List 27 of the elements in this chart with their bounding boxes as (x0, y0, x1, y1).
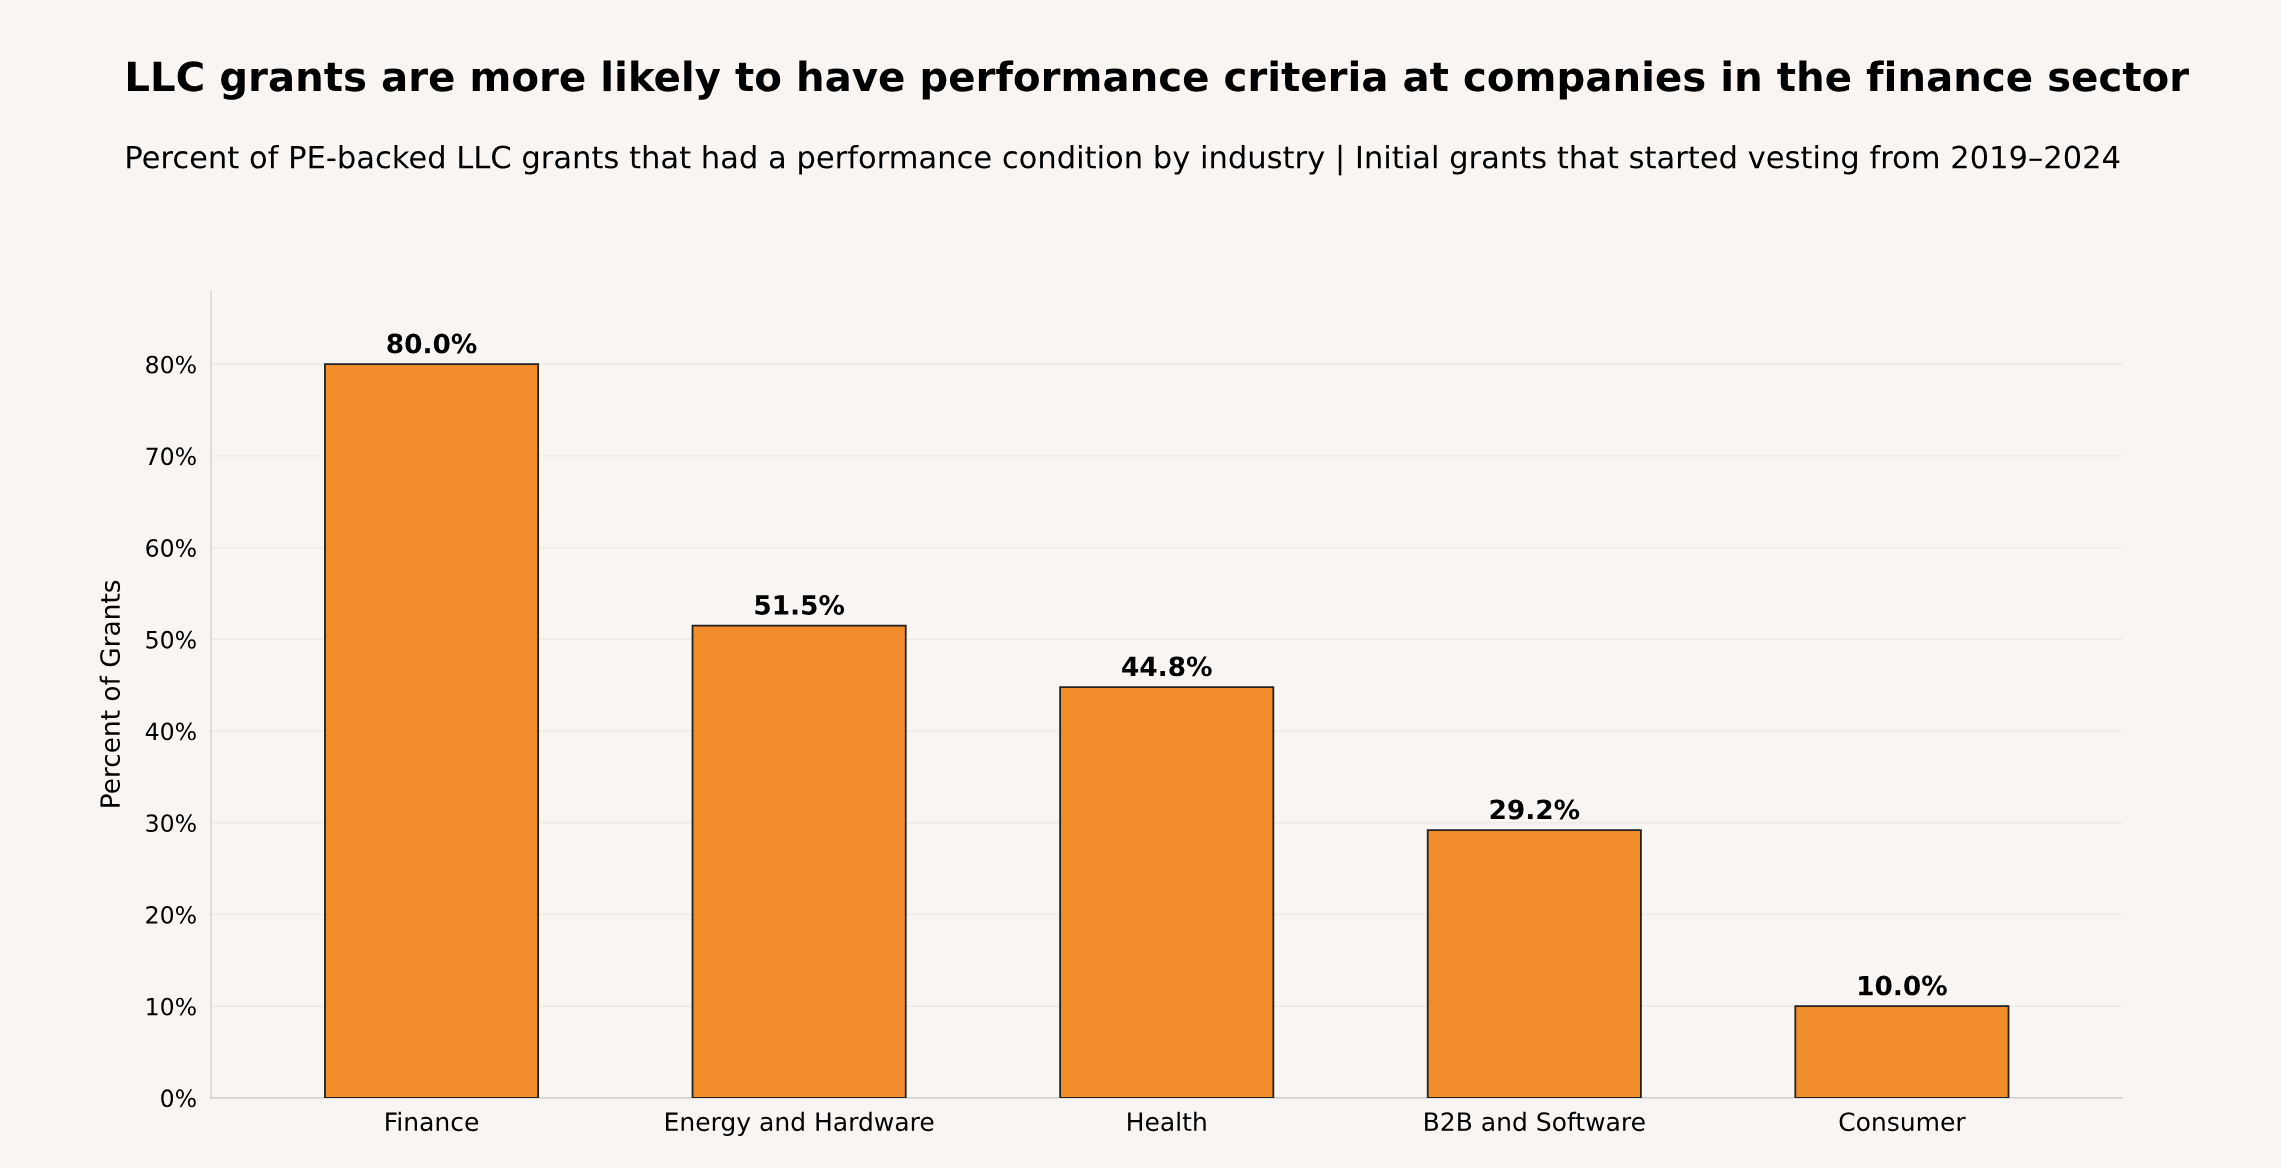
bar (1426, 829, 1642, 1098)
y-tick-label: 80% (146, 355, 196, 374)
y-tick-label: 40% (145, 722, 196, 741)
data-label: 29.2% (1490, 799, 1580, 820)
bar (1794, 1005, 2010, 1098)
x-tick-label: Energy and Hardware (666, 1111, 934, 1136)
y-axis-title: Percent of Grants (99, 580, 121, 807)
bar (691, 624, 907, 1098)
chart-title: LLC grants are more likely to have performance criteria at companies in the finance sector (128, 60, 2189, 100)
data-label: 80.0% (387, 333, 477, 354)
y-tick-label: 10% (147, 997, 196, 1016)
data-label: 10.0% (1859, 975, 1947, 996)
bar (324, 363, 540, 1098)
x-tick-label: Finance (386, 1111, 479, 1132)
chart-subtitle: Percent of PE-backed LLC grants that had a performance condition by industry | Initial grants that started vesting from 2019–2024 (127, 144, 2120, 176)
y-tick-label: 20% (146, 905, 196, 924)
y-tick-label: 60% (146, 539, 196, 557)
bar (1059, 686, 1275, 1098)
y-tick-label: 70% (146, 447, 196, 466)
x-tick-label: Health (1128, 1111, 1206, 1132)
y-tick-label: 0% (161, 1089, 196, 1108)
data-label: 51.5% (755, 594, 845, 615)
y-tick-label: 50% (146, 630, 196, 649)
y-tick-label: 30% (146, 814, 196, 833)
data-label: 44.8% (1122, 656, 1212, 677)
x-tick-label: B2B and Software (1425, 1111, 1645, 1132)
x-tick-label: Consumer (1839, 1112, 1966, 1132)
